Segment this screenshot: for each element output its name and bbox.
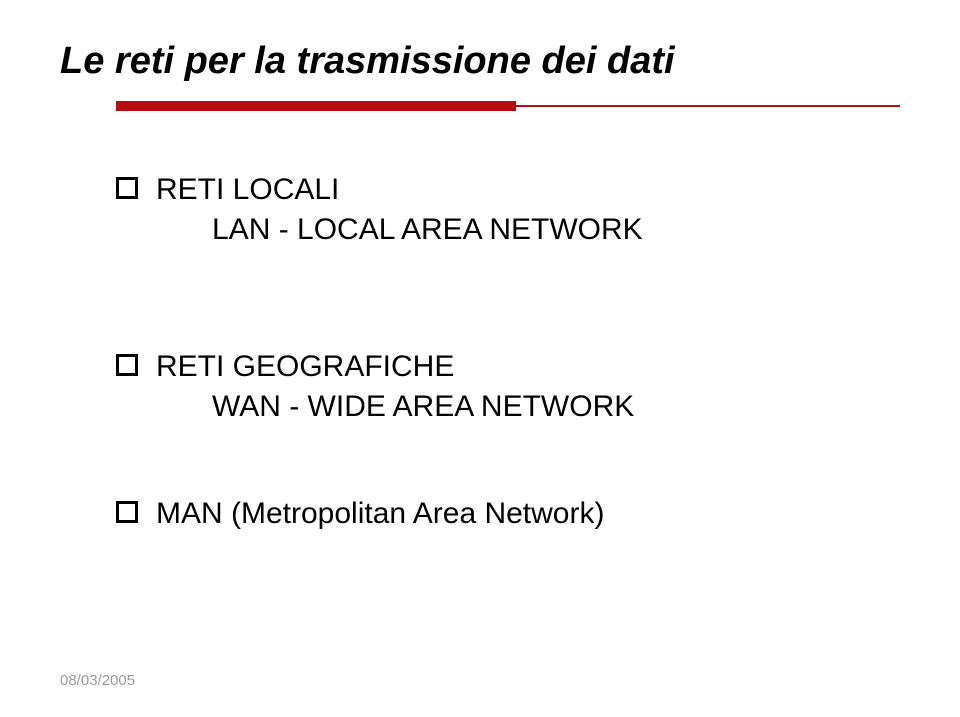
slide-body: RETI LOCALI LAN - LOCAL AREA NETWORK RET…: [60, 171, 900, 533]
list-item-label: RETI GEOGRAFICHE: [156, 348, 454, 386]
list-item-label: RETI LOCALI: [156, 171, 339, 209]
title-underline: [60, 101, 900, 111]
list-item-label: MAN (Metropolitan Area Network): [156, 495, 604, 533]
list-item: RETI GEOGRAFICHE: [116, 348, 900, 386]
list-item: MAN (Metropolitan Area Network): [116, 495, 900, 533]
list-item: RETI LOCALI: [116, 171, 900, 209]
underline-thick: [116, 101, 516, 111]
list-item-subtext: LAN - LOCAL AREA NETWORK: [212, 211, 900, 249]
footer-date: 08/03/2005: [60, 672, 135, 689]
square-bullet-icon: [116, 354, 138, 376]
square-bullet-icon: [116, 501, 138, 523]
square-bullet-icon: [116, 177, 138, 199]
slide: Le reti per la trasmissione dei dati RET…: [0, 0, 960, 717]
list-item-subtext: WAN - WIDE AREA NETWORK: [212, 388, 900, 426]
slide-title: Le reti per la trasmissione dei dati: [60, 40, 900, 83]
